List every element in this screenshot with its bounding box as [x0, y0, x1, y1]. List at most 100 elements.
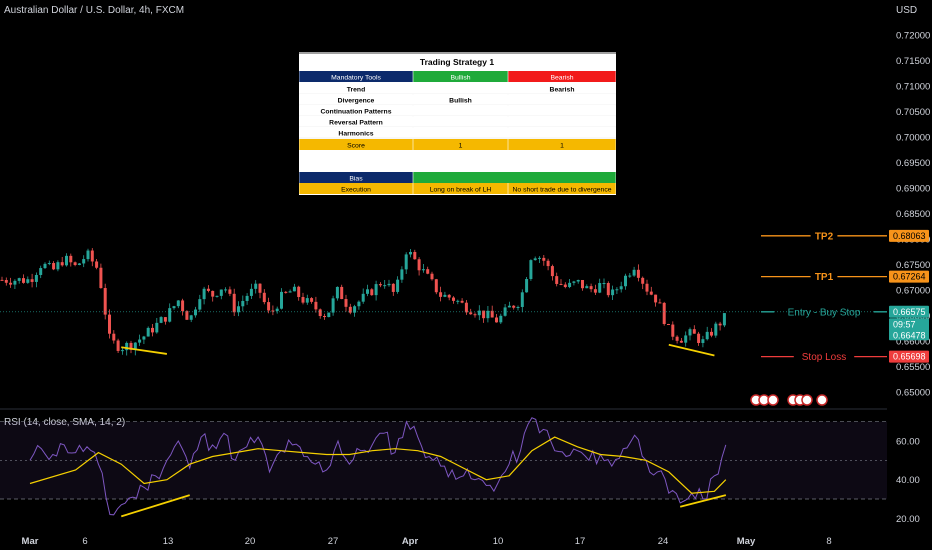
candle-body	[563, 284, 567, 288]
rsi-divergence-line	[679, 494, 727, 508]
candle-body	[185, 311, 189, 320]
candle-body	[120, 350, 124, 352]
candle-body	[86, 250, 90, 260]
candle-body	[464, 302, 468, 313]
candle-body	[310, 298, 314, 302]
level-label-background	[810, 270, 838, 283]
price-axis-label: 0.67000	[896, 286, 930, 297]
trade-levels: TP2 TP1 Entry - Buy Stop Stop Loss	[0, 229, 887, 363]
time-axis-label: Mar	[22, 536, 39, 547]
candle-body	[254, 283, 258, 289]
economic-events[interactable]	[750, 394, 828, 406]
candle-body	[615, 289, 619, 291]
table-cell	[508, 71, 616, 82]
candle-body	[512, 305, 516, 308]
candle-body	[426, 269, 430, 274]
candle-body	[348, 306, 352, 313]
table-cell	[299, 83, 413, 94]
price-axis-label: 0.66000	[896, 337, 930, 348]
candle-body	[409, 251, 412, 255]
candle-body	[129, 342, 133, 350]
time-axis: Mar 6 13 20 27 Apr 10 17 24 May 8	[22, 536, 832, 547]
candle-body	[77, 263, 81, 266]
candle-body	[568, 282, 572, 288]
event-flag-icon[interactable]	[767, 394, 779, 406]
tp1-price-tag	[889, 270, 929, 283]
candle-body	[181, 300, 185, 312]
candle-body	[73, 262, 77, 266]
candle-body	[559, 283, 563, 285]
candle-body	[520, 292, 524, 307]
candle-body	[460, 300, 464, 303]
price-axis: 0.72000 0.71500 0.71000 0.70500 0.70000 0.695…	[896, 30, 930, 398]
candle-body	[710, 331, 713, 336]
table-cell-text: Execution	[341, 187, 371, 194]
candle-body	[473, 314, 477, 316]
candle-body	[585, 286, 589, 289]
candle-body	[417, 259, 421, 271]
candle-body	[525, 279, 529, 293]
candle-body	[52, 263, 56, 270]
event-flag-icon[interactable]	[816, 394, 828, 406]
candle-body	[60, 262, 64, 266]
candle-body	[413, 251, 417, 260]
time-axis-label: 20	[245, 536, 256, 547]
candle-body	[447, 294, 451, 298]
price-axis-label: 0.70500	[896, 107, 930, 118]
candle-body	[396, 279, 400, 292]
candle-body	[241, 300, 245, 307]
candle-body	[116, 340, 120, 351]
candle-body	[632, 269, 636, 276]
candle-body	[353, 306, 357, 313]
time-axis-label: Apr	[402, 536, 419, 547]
candle-body	[224, 289, 228, 291]
candle-body	[516, 306, 520, 308]
candle-body	[245, 295, 249, 301]
candle-body	[82, 259, 86, 264]
candle-body	[357, 301, 361, 307]
candle-body	[495, 317, 498, 323]
price-axis-label: 0.67500	[896, 260, 930, 271]
candle-body	[378, 284, 382, 286]
candle-body	[288, 291, 292, 293]
table-cell-text: Long on break of LH	[430, 187, 492, 194]
table-title: Trading Strategy 1	[420, 57, 494, 67]
candle-body	[258, 283, 262, 293]
candle-body	[155, 322, 159, 333]
price-axis-label: 0.71000	[896, 81, 930, 92]
candle-body	[17, 278, 21, 281]
candle-body	[275, 308, 279, 312]
table-cell-text: Bullish	[449, 98, 472, 105]
candle-body	[628, 275, 632, 277]
candle-body	[546, 260, 550, 267]
candle-body	[589, 286, 593, 290]
candle-body	[133, 342, 137, 350]
rsi-ma-line	[29, 436, 727, 494]
candle-body	[533, 258, 537, 261]
divergence-line	[668, 343, 715, 357]
candle-body	[439, 292, 443, 297]
candle-body	[280, 291, 283, 309]
event-flag-icon[interactable]	[801, 394, 813, 406]
candle-body	[323, 316, 326, 318]
candle-body	[383, 285, 387, 287]
candle-body	[335, 286, 339, 299]
candle-body	[469, 312, 473, 315]
candle-body	[305, 298, 309, 303]
candle-body	[611, 289, 615, 296]
bar-countdown: 09:57	[893, 319, 916, 329]
stop-loss-label: Stop Loss	[802, 352, 846, 363]
table-cell-text: No short trade due to divergence	[513, 187, 612, 194]
bias-cell	[299, 172, 413, 183]
candle-body	[430, 273, 434, 280]
candle-body	[697, 333, 701, 343]
candle-body	[499, 315, 503, 323]
bias-label: Bias	[349, 176, 363, 183]
table-cell-text: Continuation Patterns	[321, 109, 392, 116]
candle-body	[391, 283, 395, 292]
currency-label: USD	[896, 5, 917, 16]
tp1-label: TP1	[815, 272, 834, 283]
rsi-lines	[29, 417, 727, 516]
candle-body	[13, 280, 17, 285]
candle-body	[103, 288, 107, 315]
